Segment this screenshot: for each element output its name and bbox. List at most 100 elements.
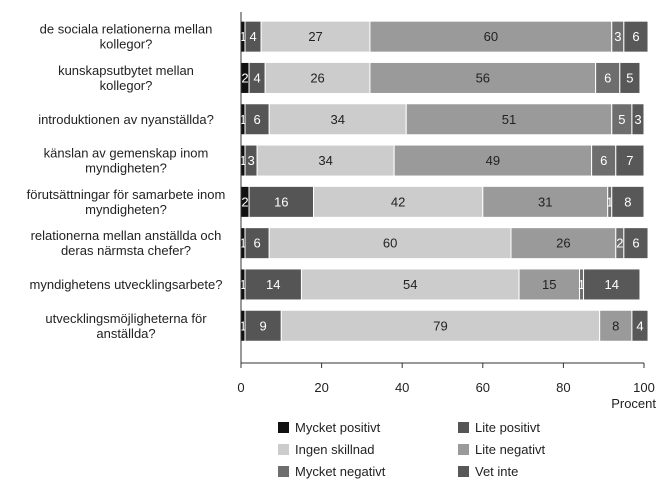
bar-value-label: 16 [274, 194, 288, 209]
bar-segment [631, 103, 645, 136]
category-label: de sociala relationerna mellan [40, 22, 213, 37]
bar-segment [268, 227, 512, 260]
legend-swatch [278, 444, 289, 455]
legend-swatch [458, 444, 469, 455]
category-label: myndigheten? [85, 161, 167, 176]
bars-group: 1 4 27 60 3 62 4 26 56 6 51 6 34 51 5 31 3 34 49 6 72 16 42 31 1… [239, 20, 649, 342]
bar-segment [244, 227, 270, 260]
bar-value-label: 1 [239, 277, 246, 292]
category-labels: de sociala relationerna mellankollegor?k… [27, 22, 226, 341]
bar-value-label: 6 [632, 236, 639, 251]
bar-value-label: 31 [538, 194, 552, 209]
bar-segment [623, 227, 649, 260]
x-tick-label: 20 [314, 380, 328, 395]
bar-value-label: 1 [578, 277, 585, 292]
bar-value-label: 42 [391, 194, 405, 209]
bar-segment [256, 144, 395, 177]
bar-value-label: 5 [618, 112, 625, 127]
bar-value-label: 27 [308, 29, 322, 44]
category-label: introduktionen av nyanställda? [38, 112, 214, 127]
legend-swatch [458, 466, 469, 477]
bar-value-label: 51 [502, 112, 516, 127]
bar-value-label: 2 [241, 194, 248, 209]
bar-segment [615, 144, 645, 177]
category-label: myndighetens utvecklingsarbete? [30, 277, 223, 292]
bar-value-label: 60 [484, 29, 498, 44]
bar-value-label: 1 [239, 112, 246, 127]
bar-segment [631, 309, 649, 342]
bar-value-label: 1 [239, 236, 246, 251]
bar-value-label: 1 [239, 153, 246, 168]
category-label: kollegor? [100, 78, 153, 93]
bar-value-label: 9 [260, 318, 267, 333]
bar-value-label: 1 [239, 318, 246, 333]
bar-value-label: 5 [626, 70, 633, 85]
bar-value-label: 8 [624, 194, 631, 209]
bar-segment [518, 268, 581, 301]
legend-label: Lite positivt [475, 420, 540, 435]
bar-segment [268, 103, 407, 136]
bar-value-label: 26 [310, 70, 324, 85]
bar-segment [482, 185, 609, 218]
bar-value-label: 6 [600, 153, 607, 168]
bar-value-label: 49 [486, 153, 500, 168]
category-label: utvecklingsmöjligheterna för [45, 311, 207, 326]
bar-segment [313, 185, 484, 218]
bar-value-label: 3 [614, 29, 621, 44]
legend-label: Lite negativt [475, 442, 545, 457]
category-label: kollegor? [100, 37, 153, 52]
bar-value-label: 56 [476, 70, 490, 85]
bar-value-label: 4 [249, 29, 256, 44]
bar-segment [583, 268, 641, 301]
bar-value-label: 15 [542, 277, 556, 292]
bar-value-label: 26 [556, 236, 570, 251]
bar-value-label: 2 [241, 70, 248, 85]
bar-value-label: 6 [254, 112, 261, 127]
x-axis-title: Procent [611, 396, 656, 411]
x-tick-label: 60 [476, 380, 490, 395]
x-tick-label: 100 [633, 380, 655, 395]
bar-segment [300, 268, 520, 301]
legend-label: Mycket negativt [295, 464, 386, 479]
bar-value-label: 1 [606, 194, 613, 209]
category-label: deras närmsta chefer? [61, 243, 191, 258]
bar-segment [591, 144, 617, 177]
bar-value-label: 2 [616, 236, 623, 251]
bar-segment [623, 20, 649, 53]
bar-value-label: 6 [632, 29, 639, 44]
legend-label: Ingen skillnad [295, 442, 375, 457]
bar-segment [369, 20, 613, 53]
bar-value-label: 3 [247, 153, 254, 168]
bar-value-label: 14 [605, 277, 619, 292]
bar-value-label: 79 [433, 318, 447, 333]
bar-value-label: 54 [403, 277, 417, 292]
bar-value-label: 7 [626, 153, 633, 168]
category-label: anställda? [96, 326, 155, 341]
bar-value-label: 1 [239, 29, 246, 44]
bar-value-label: 4 [254, 70, 261, 85]
bar-segment [248, 185, 315, 218]
bar-value-label: 6 [254, 236, 261, 251]
bar-segment [619, 61, 641, 94]
bar-segment [611, 185, 645, 218]
bar-value-label: 60 [383, 236, 397, 251]
legend: Mycket positivt Lite positivt Ingen skilln… [278, 420, 545, 479]
x-tick-label: 0 [237, 380, 244, 395]
x-tick-label: 80 [556, 380, 570, 395]
bar-segment [260, 20, 371, 53]
category-label: känslan av gemenskap inom [44, 146, 209, 161]
bar-value-label: 34 [330, 112, 344, 127]
bar-segment [393, 144, 593, 177]
bar-segment [599, 309, 633, 342]
bar-value-label: 6 [604, 70, 611, 85]
category-label: kunskapsutbytet mellan [58, 63, 194, 78]
bar-segment [510, 227, 617, 260]
bar-value-label: 8 [612, 318, 619, 333]
bar-segment [405, 103, 613, 136]
category-label: myndigheten? [85, 202, 167, 217]
bar-value-label: 3 [634, 112, 641, 127]
legend-swatch [278, 422, 289, 433]
legend-swatch [278, 466, 289, 477]
